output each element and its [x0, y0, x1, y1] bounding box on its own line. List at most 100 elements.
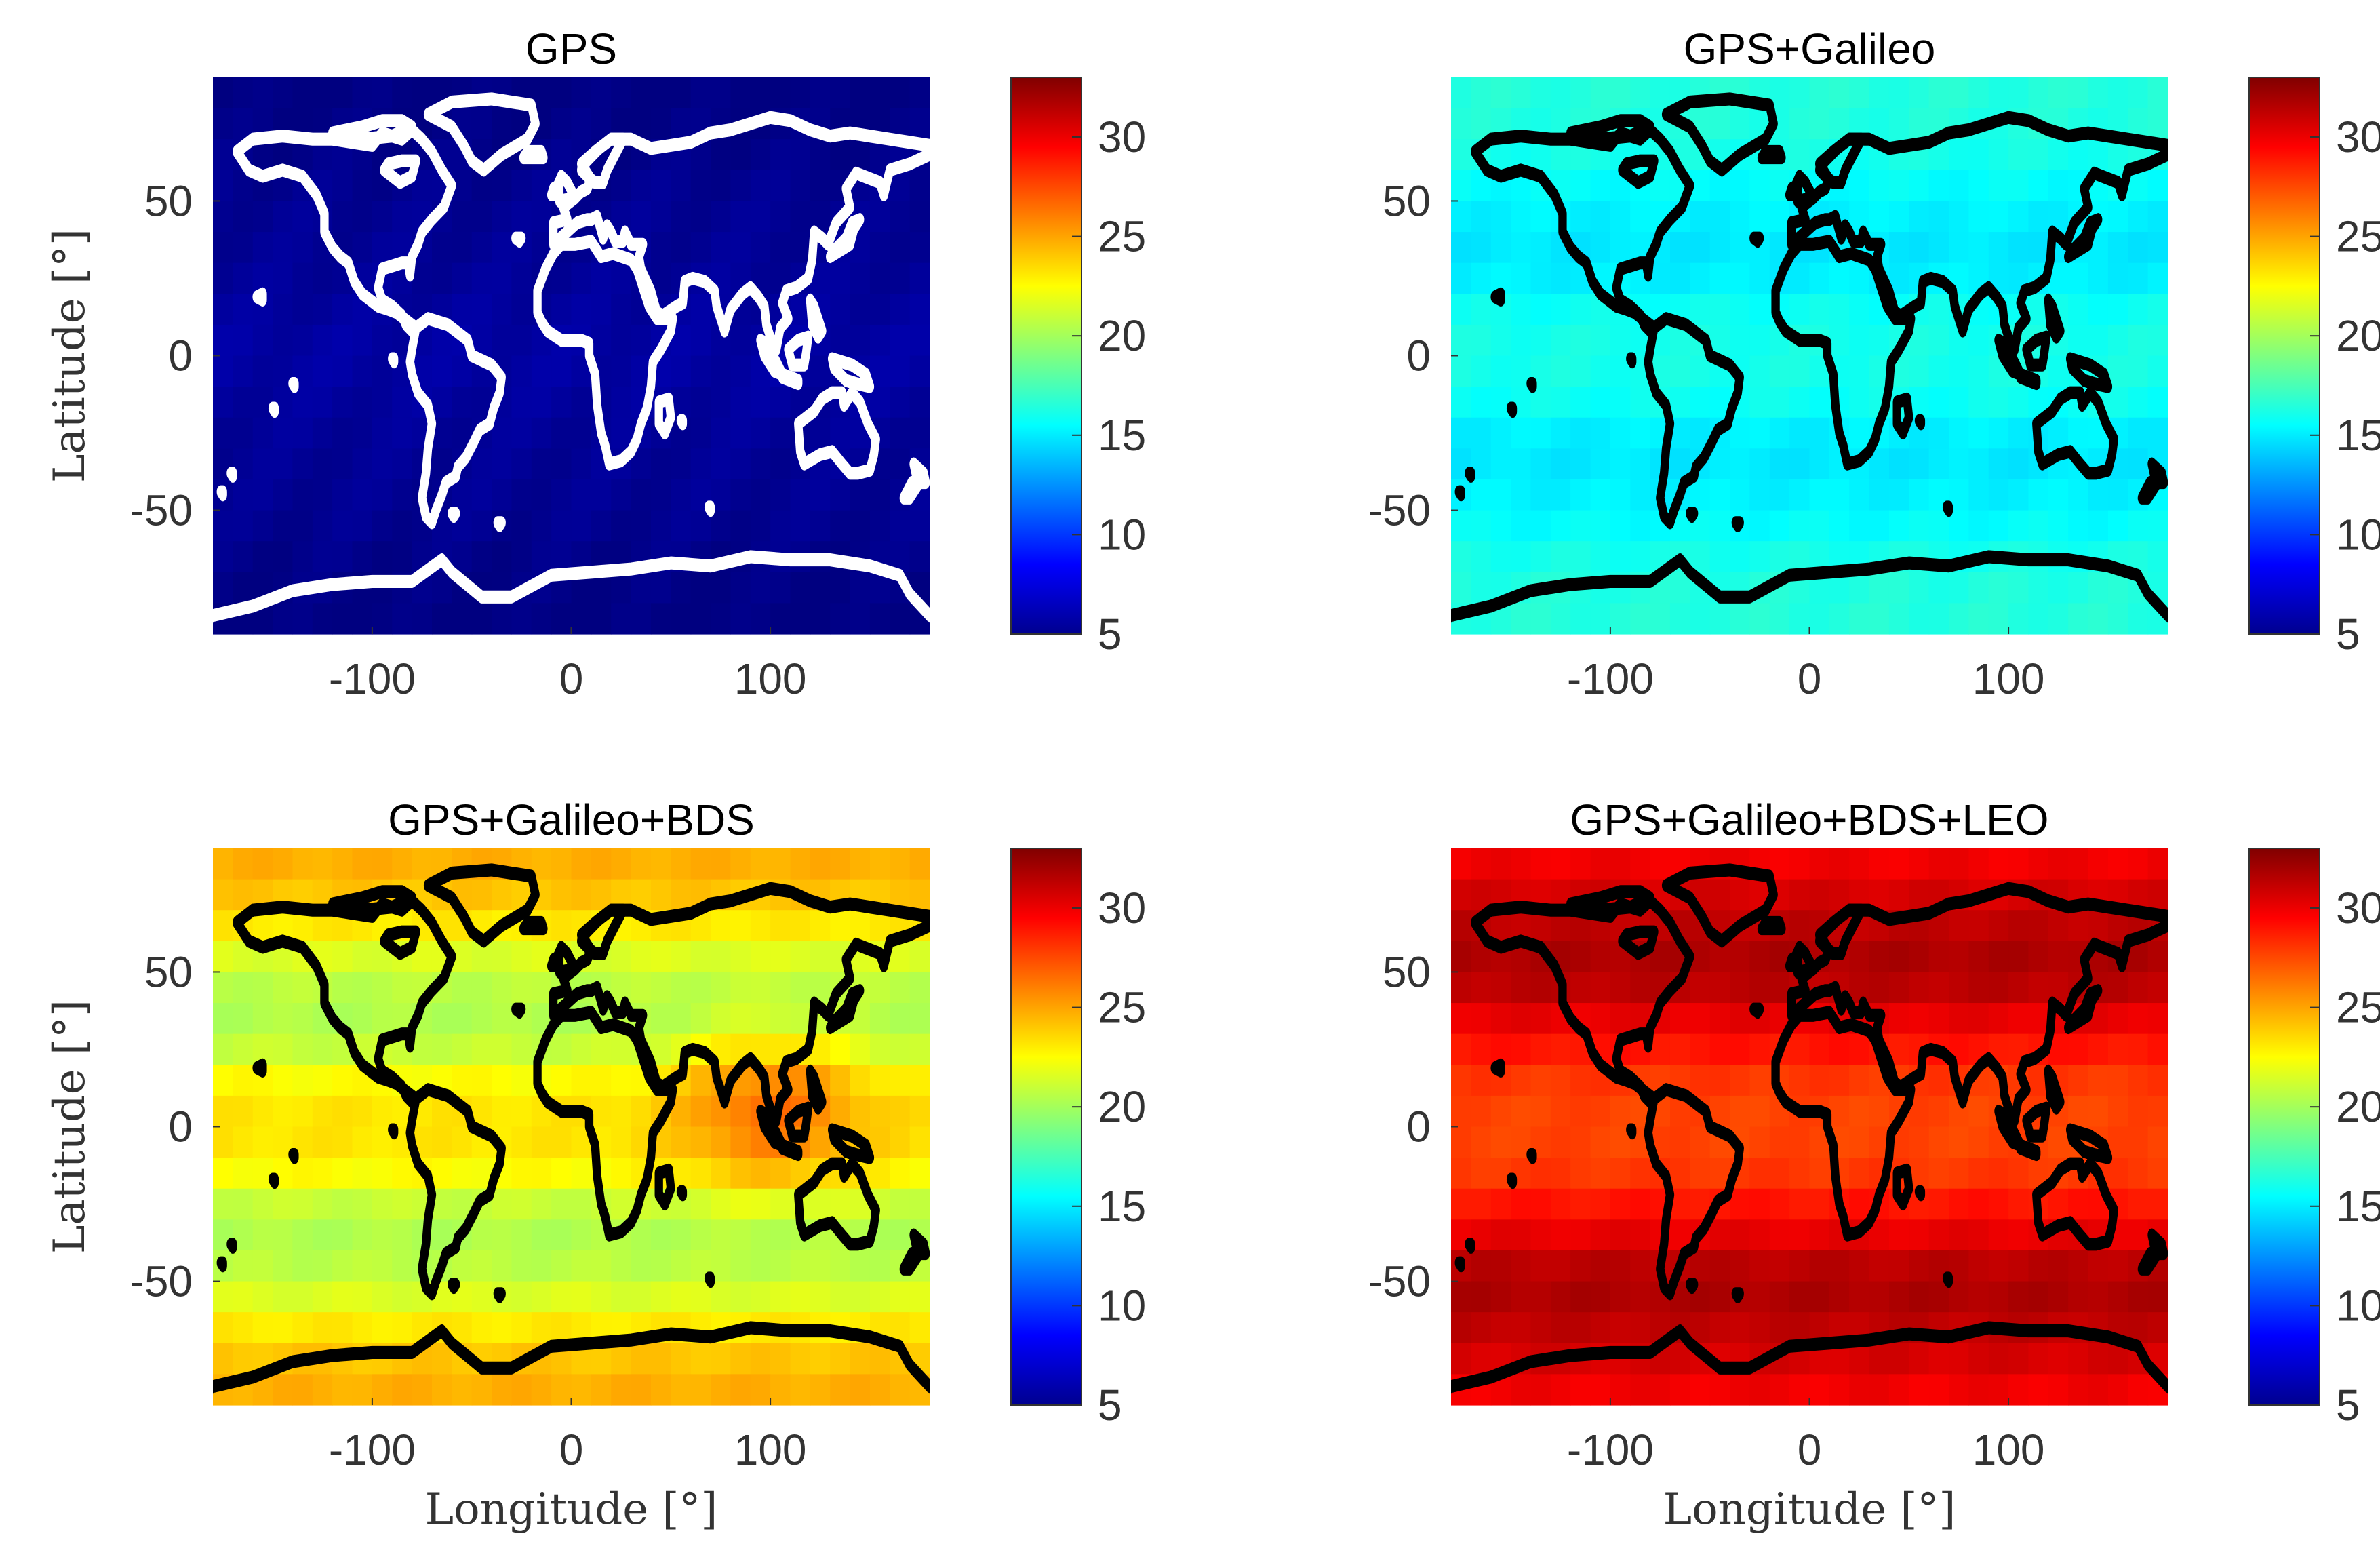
heatmap-cell	[352, 232, 373, 264]
heatmap-cell	[591, 479, 612, 511]
heatmap-cell	[2008, 1158, 2029, 1189]
heatmap-cell	[909, 355, 930, 387]
heatmap-cell	[2028, 232, 2049, 264]
heatmap-cell	[671, 1343, 692, 1375]
heatmap-cell	[1570, 201, 1591, 233]
heatmap-cell	[431, 572, 452, 604]
heatmap-cell	[1949, 1188, 1969, 1220]
heatmap-cell	[909, 324, 930, 357]
heatmap-cell	[1590, 972, 1611, 1004]
heatmap-cell	[2128, 1126, 2149, 1158]
heatmap-cell	[571, 1250, 592, 1282]
heatmap-cell	[2008, 479, 2029, 511]
heatmap-cell	[392, 848, 413, 880]
heatmap-cell	[352, 1219, 373, 1251]
heatmap-cell	[352, 1188, 373, 1220]
heatmap-cell	[1570, 77, 1591, 109]
heatmap-cell	[252, 1188, 273, 1220]
heatmap-cell	[909, 387, 930, 418]
heatmap-cell	[750, 448, 771, 480]
heatmap-cell	[790, 941, 811, 973]
heatmap-cell	[551, 108, 572, 140]
heatmap-cell	[252, 355, 273, 387]
heatmap-cell	[1769, 541, 1790, 573]
heatmap-cell	[909, 1095, 930, 1128]
heatmap-cell	[233, 541, 254, 573]
heatmap-cell	[551, 355, 572, 387]
heatmap-cell	[790, 972, 811, 1004]
heatmap-cell	[1749, 972, 1770, 1004]
heatmap-cell	[830, 510, 851, 542]
heatmap-cell	[2088, 848, 2109, 880]
heatmap-cell	[2147, 417, 2168, 449]
heatmap-cell	[850, 603, 871, 635]
heatmap-cell	[2128, 387, 2149, 418]
heatmap-cell	[1610, 1281, 1631, 1313]
heatmap-cell	[869, 201, 890, 233]
heatmap-cell	[730, 1126, 751, 1158]
heatmap-cell	[1570, 1250, 1591, 1282]
colorbar-tick-label: 15	[1098, 1182, 1146, 1231]
heatmap-cell	[392, 603, 413, 635]
heatmap-cell	[233, 1188, 254, 1220]
heatmap-cell	[452, 541, 473, 573]
heatmap-cell	[1928, 1374, 1949, 1406]
heatmap-cell	[312, 448, 333, 480]
heatmap-cell	[1630, 1188, 1651, 1220]
heatmap-cell	[2128, 1003, 2149, 1035]
heatmap-cell	[730, 1343, 751, 1375]
heatmap-cell	[850, 139, 871, 171]
heatmap-cell	[869, 262, 890, 294]
heatmap-cell	[1749, 941, 1770, 973]
heatmap-cell	[1809, 448, 1830, 480]
heatmap-cell	[1789, 387, 1810, 418]
heatmap-cell	[611, 1250, 632, 1282]
heatmap-cell	[2008, 972, 2029, 1004]
heatmap-cell	[292, 1281, 313, 1313]
heatmap-cell	[1669, 232, 1690, 264]
heatmap-cell	[511, 603, 532, 635]
heatmap-cell	[650, 201, 671, 233]
heatmap-cell	[332, 324, 353, 357]
heatmap-cell	[1949, 1126, 1969, 1158]
heatmap-cell	[650, 848, 671, 880]
colorbar-tick-label: 30	[2336, 884, 2380, 932]
heatmap-cell	[2068, 510, 2089, 542]
heatmap-cell	[1570, 848, 1591, 880]
heatmap-cell	[332, 1065, 353, 1096]
heatmap-cell	[1610, 1158, 1631, 1189]
heatmap-cell	[2088, 1343, 2109, 1375]
heatmap-cell	[2028, 479, 2049, 511]
heatmap-cell	[471, 262, 492, 294]
colorbar-tick-label: 25	[2336, 212, 2380, 261]
heatmap-cell	[770, 510, 791, 542]
heatmap-cell	[1988, 448, 2009, 480]
heatmap-cell	[1789, 417, 1810, 449]
heatmap-cell	[1471, 1343, 1492, 1375]
heatmap-cell	[1511, 1219, 1532, 1251]
heatmap-cell	[1530, 972, 1551, 1004]
heatmap-cell	[1570, 417, 1591, 449]
heatmap-cell	[492, 1312, 513, 1344]
heatmap-cell	[1590, 201, 1611, 233]
heatmap-cell	[2088, 294, 2109, 325]
heatmap-cell	[511, 170, 532, 202]
heatmap-cell	[671, 1374, 692, 1406]
heatmap-cell	[1490, 1219, 1511, 1251]
heatmap-cell	[1949, 972, 1969, 1004]
heatmap-cell	[1968, 448, 1989, 480]
heatmap-cell	[1709, 448, 1730, 480]
heatmap-cell	[1949, 387, 1969, 418]
heatmap-cell	[611, 324, 632, 357]
heatmap-cell	[730, 510, 751, 542]
heatmap-cell	[2068, 603, 2089, 635]
heatmap-cell	[1451, 232, 1471, 264]
heatmap-cell	[1829, 510, 1850, 542]
heatmap-cell	[2008, 387, 2029, 418]
heatmap-cell	[1730, 294, 1751, 325]
heatmap-cell	[252, 1126, 273, 1158]
heatmap-cell	[392, 77, 413, 109]
heatmap-cell	[1869, 1281, 1890, 1313]
heatmap-cell	[1809, 848, 1830, 880]
